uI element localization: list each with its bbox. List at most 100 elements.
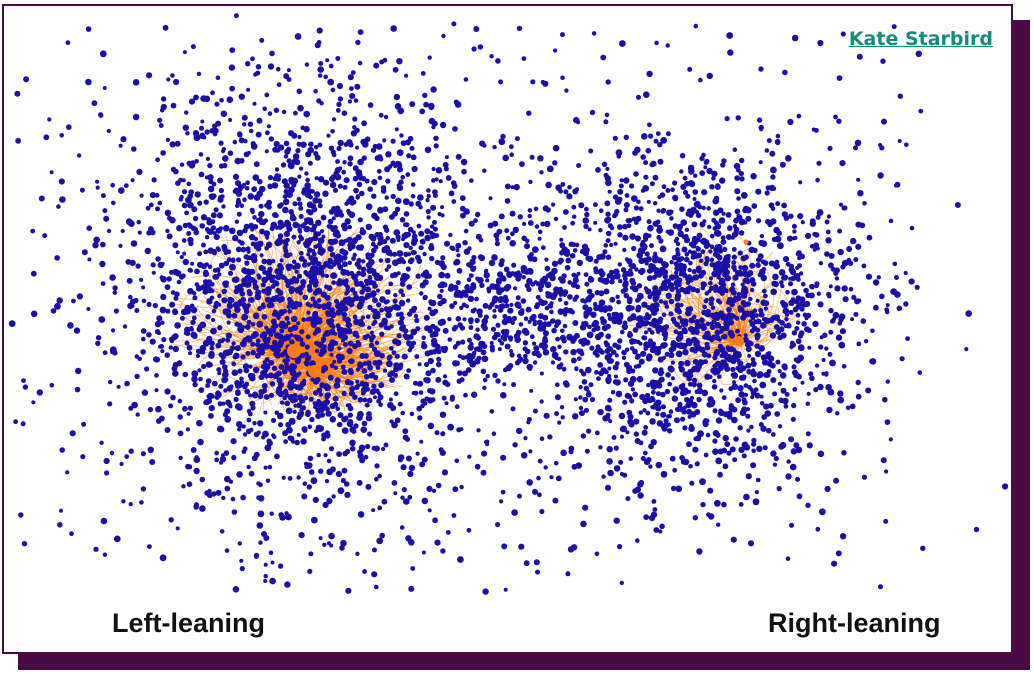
node	[351, 238, 358, 245]
node	[768, 184, 776, 192]
node	[56, 297, 63, 304]
node	[283, 388, 289, 395]
node	[655, 131, 661, 136]
node	[329, 416, 337, 423]
node	[221, 495, 226, 501]
node	[549, 274, 556, 282]
node	[668, 352, 675, 359]
node	[575, 462, 582, 469]
node	[735, 351, 742, 358]
node	[205, 383, 211, 388]
node	[386, 264, 392, 269]
node	[604, 484, 612, 491]
node	[583, 407, 590, 413]
node	[159, 343, 165, 349]
node	[537, 492, 542, 498]
node	[160, 103, 167, 111]
node	[778, 326, 785, 333]
node	[256, 274, 262, 280]
node	[583, 223, 589, 230]
node	[410, 239, 417, 246]
node	[454, 101, 462, 108]
node	[492, 220, 499, 227]
node	[560, 32, 565, 38]
node	[738, 230, 745, 236]
node	[192, 381, 198, 388]
node	[816, 160, 822, 166]
node	[118, 187, 125, 194]
node	[643, 174, 649, 180]
node	[708, 281, 713, 286]
node	[619, 40, 626, 47]
node	[193, 229, 200, 236]
node	[335, 323, 341, 329]
node	[584, 448, 590, 454]
node	[438, 260, 446, 267]
node	[341, 390, 347, 397]
node	[511, 509, 518, 516]
node	[192, 130, 200, 137]
node	[276, 333, 284, 340]
node	[328, 446, 335, 452]
node	[116, 384, 121, 389]
node	[357, 511, 365, 518]
node	[282, 395, 287, 401]
node	[284, 316, 290, 321]
node	[353, 318, 360, 326]
node	[862, 201, 867, 206]
node	[304, 171, 309, 176]
node	[365, 387, 371, 392]
node	[422, 92, 428, 99]
node	[791, 369, 798, 376]
node	[185, 463, 191, 470]
node	[583, 385, 590, 392]
node	[909, 225, 915, 231]
node	[551, 351, 559, 359]
node	[401, 237, 405, 242]
node	[745, 346, 752, 353]
node	[199, 344, 207, 352]
node	[721, 286, 727, 292]
node	[337, 346, 342, 351]
node	[338, 212, 345, 218]
node	[670, 187, 675, 192]
node	[14, 90, 21, 97]
node	[437, 300, 444, 307]
node	[155, 157, 161, 163]
node	[616, 224, 623, 230]
node	[396, 333, 402, 339]
node	[493, 232, 500, 239]
node	[697, 430, 704, 438]
node	[585, 366, 592, 374]
node	[556, 356, 562, 362]
node	[731, 264, 737, 271]
node	[670, 316, 677, 323]
node	[317, 428, 322, 432]
node	[385, 178, 391, 184]
node	[193, 94, 199, 101]
node	[245, 351, 251, 356]
node	[403, 242, 410, 249]
node	[620, 329, 625, 335]
node	[863, 339, 869, 344]
node	[560, 182, 566, 187]
node	[667, 428, 673, 434]
node	[100, 241, 106, 248]
node	[182, 405, 188, 412]
node	[119, 461, 124, 467]
node	[479, 140, 486, 147]
node	[251, 186, 258, 193]
node	[495, 58, 501, 64]
node	[532, 488, 538, 495]
node	[217, 177, 224, 184]
node	[410, 154, 417, 161]
node	[267, 183, 274, 190]
node	[413, 390, 419, 396]
node	[422, 296, 427, 301]
node	[326, 497, 333, 504]
node	[429, 255, 435, 262]
node	[756, 218, 762, 224]
node	[331, 152, 337, 158]
node	[747, 353, 752, 358]
node	[187, 193, 193, 199]
